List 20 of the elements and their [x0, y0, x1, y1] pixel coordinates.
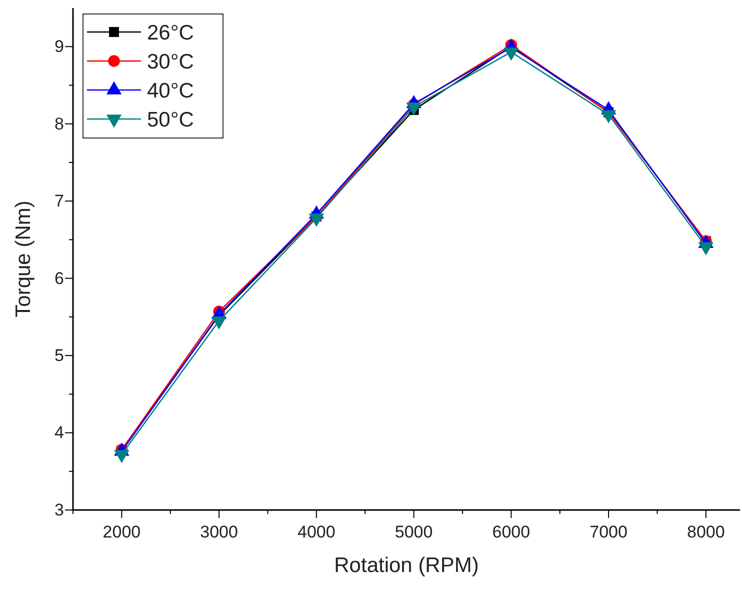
legend-label: 50°C	[147, 108, 194, 132]
x-tick-label: 8000	[687, 522, 725, 542]
legend-label: 40°C	[147, 79, 194, 102]
legend-label: 26°C	[147, 21, 194, 44]
legend-label: 30°C	[147, 50, 194, 74]
y-tick-label: 7	[54, 192, 64, 211]
x-tick-label: 4000	[298, 522, 336, 542]
x-tick-label: 3000	[200, 522, 238, 542]
x-tick-label: 6000	[492, 522, 530, 542]
x-tick-label: 2000	[102, 522, 141, 542]
y-tick-label: 8	[54, 114, 64, 134]
x-tick-label: 5000	[394, 522, 433, 542]
x-tick-label: 7000	[590, 522, 628, 542]
y-tick-label: 4	[54, 423, 64, 442]
y-tick-label: 9	[54, 37, 64, 56]
y-tick-label: 5	[54, 346, 64, 365]
x-axis-title: Rotation (RPM)	[334, 554, 479, 577]
y-tick-label: 3	[54, 500, 64, 520]
y-axis-title: Torque (Nm)	[12, 200, 35, 318]
y-tick-label: 6	[54, 268, 64, 288]
